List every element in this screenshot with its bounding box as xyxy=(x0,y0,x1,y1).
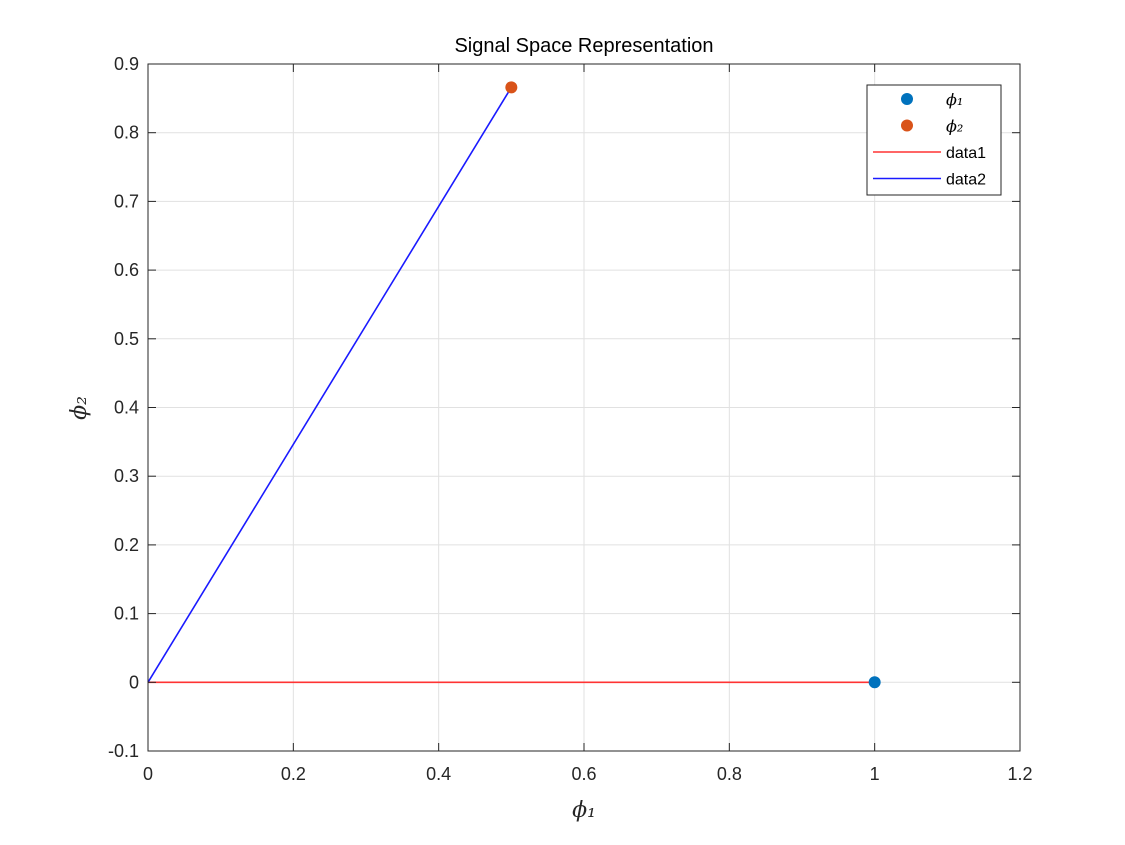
legend-label: data2 xyxy=(946,172,986,189)
y-tick-label: 0.3 xyxy=(114,466,139,486)
y-axis-label: ϕ₂ xyxy=(67,396,92,420)
y-tick-label: 0.7 xyxy=(114,191,139,211)
x-tick-label: 0.6 xyxy=(571,764,596,784)
x-tick-label: 0.4 xyxy=(426,764,451,784)
y-tick-label: 0 xyxy=(129,672,139,692)
x-tick-label: 0.2 xyxy=(281,764,306,784)
legend: ϕ₁ ϕ₂ data1 data2 xyxy=(866,84,1002,196)
ticks: 0 0.2 0.4 0.6 0.8 1 1.2-0.100.10.20.30.40.50.6… xyxy=(108,54,1033,784)
x-tick-label: 1.2 xyxy=(1007,764,1032,784)
legend-box xyxy=(866,84,1002,196)
x-tick-label: 0 xyxy=(143,764,153,784)
x-axis-label: ϕ₁ xyxy=(572,798,596,823)
legend-label: ϕ₁ xyxy=(946,90,963,109)
y-tick-label: 0.5 xyxy=(114,329,139,349)
series-line-data2 xyxy=(147,86,513,683)
x-tick-label: 1 xyxy=(870,764,880,784)
y-tick-label: 0.4 xyxy=(114,398,139,418)
legend-marker xyxy=(901,119,913,132)
series-point-2 xyxy=(505,81,518,94)
series-point-1 xyxy=(868,676,881,689)
legend-label: data1 xyxy=(946,145,986,162)
legend-label: ϕ₂ xyxy=(946,117,963,136)
legend-marker xyxy=(901,93,913,105)
y-tick-label: 0.1 xyxy=(114,604,139,624)
y-tick-label: -0.1 xyxy=(108,741,139,761)
y-tick-label: 0.2 xyxy=(114,535,139,555)
chart-title: Signal Space Representation xyxy=(454,35,713,57)
y-tick-label: 0.8 xyxy=(114,123,139,143)
x-tick-label: 0.8 xyxy=(717,764,742,784)
plot-area xyxy=(147,81,881,689)
y-tick-label: 0.9 xyxy=(114,54,139,74)
y-tick-label: 0.6 xyxy=(114,260,139,280)
